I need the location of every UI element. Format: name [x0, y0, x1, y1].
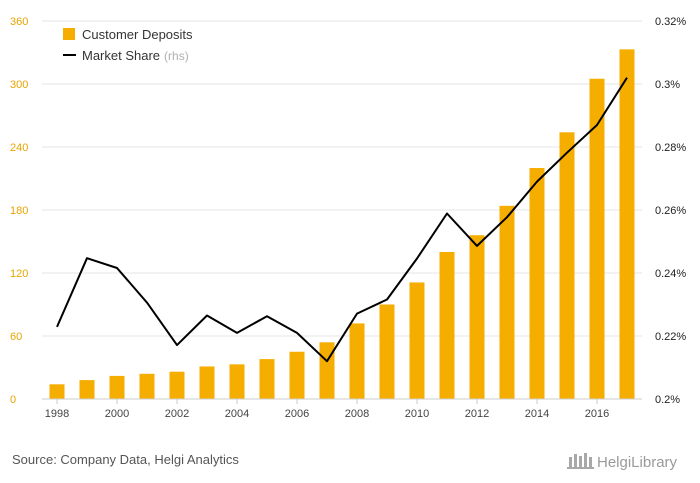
line-market-share	[56, 77, 628, 363]
x-ticks: 1998 2000 2002 2004 2006 2008 2010 2012 2014 2016	[45, 399, 609, 420]
x-tick-label: 2014	[525, 408, 549, 420]
legend-swatch-deposits	[63, 28, 75, 40]
y-right-ticks: 0.2% 0.22% 0.24% 0.26% 0.28% 0.3% 0.32%	[655, 16, 686, 406]
y-left-tick-label: 360	[10, 16, 28, 28]
bar-deposits-2013	[499, 205, 515, 399]
y-right-tick-label: 0.24%	[655, 268, 686, 280]
x-tick-label: 2008	[345, 408, 369, 420]
y-left-tick-label: 240	[10, 142, 28, 154]
bar-deposits-2016	[589, 78, 605, 399]
y-left-tick-label: 60	[10, 331, 22, 343]
bar-deposits-2010	[409, 282, 425, 399]
y-left-ticks: 0 60 120 180 240 300 360	[10, 16, 28, 406]
source-text: Source: Company Data, Helgi Analytics	[12, 452, 239, 467]
bar-deposits-2017	[619, 49, 635, 399]
bar-deposits-2008	[349, 323, 365, 399]
legend-label-market-share: Market Share	[82, 48, 160, 63]
helgi-library-logo: HelgiLibrary	[567, 453, 678, 471]
x-tick-label: 2000	[105, 408, 129, 420]
y-right-tick-label: 0.26%	[655, 205, 686, 217]
x-tick-label: 2004	[225, 408, 249, 420]
bar-deposits-2002	[169, 371, 185, 399]
bar-deposits-1999	[79, 380, 95, 399]
bar-deposits-2006	[289, 351, 305, 399]
bar-deposits-2000	[109, 375, 125, 399]
legend: Customer Deposits Market Share (rhs)	[63, 27, 193, 63]
y-right-tick-label: 0.3%	[655, 79, 680, 91]
bars-layer	[49, 49, 635, 400]
y-left-tick-label: 0	[10, 394, 16, 406]
y-right-tick-label: 0.28%	[655, 142, 686, 154]
x-tick-label: 1998	[45, 408, 69, 420]
library-icon	[567, 453, 594, 469]
x-tick-label: 2002	[165, 408, 189, 420]
y-right-tick-label: 0.32%	[655, 16, 686, 28]
legend-note-rhs: (rhs)	[164, 49, 189, 63]
y-left-tick-label: 300	[10, 79, 28, 91]
y-right-tick-label: 0.2%	[655, 394, 680, 406]
bar-deposits-2005	[259, 359, 275, 399]
bar-deposits-2011	[439, 252, 455, 399]
bar-deposits-2004	[229, 364, 245, 399]
bar-deposits-1998	[49, 384, 65, 399]
y-left-tick-label: 180	[10, 205, 28, 217]
logo-text: HelgiLibrary	[597, 454, 678, 471]
x-tick-label: 2006	[285, 408, 309, 420]
bar-deposits-2007	[319, 342, 335, 399]
legend-item-market-share: Market Share (rhs)	[63, 48, 189, 63]
bar-deposits-2009	[379, 304, 395, 399]
bar-deposits-2003	[199, 366, 215, 399]
y-right-tick-label: 0.22%	[655, 331, 686, 343]
x-tick-label: 2012	[465, 408, 489, 420]
x-tick-label: 2010	[405, 408, 429, 420]
x-tick-label: 2016	[585, 408, 609, 420]
bar-deposits-2001	[139, 373, 155, 399]
bar-deposits-2015	[559, 132, 575, 400]
legend-item-deposits: Customer Deposits	[63, 27, 193, 42]
grid-layer	[42, 20, 642, 337]
bar-deposits-2012	[469, 235, 485, 399]
legend-text-market-share: Market Share (rhs)	[82, 48, 189, 63]
line-layer	[56, 77, 628, 363]
y-left-tick-label: 120	[10, 268, 28, 280]
bar-deposits-2014	[529, 168, 545, 399]
legend-label-deposits: Customer Deposits	[82, 27, 193, 42]
